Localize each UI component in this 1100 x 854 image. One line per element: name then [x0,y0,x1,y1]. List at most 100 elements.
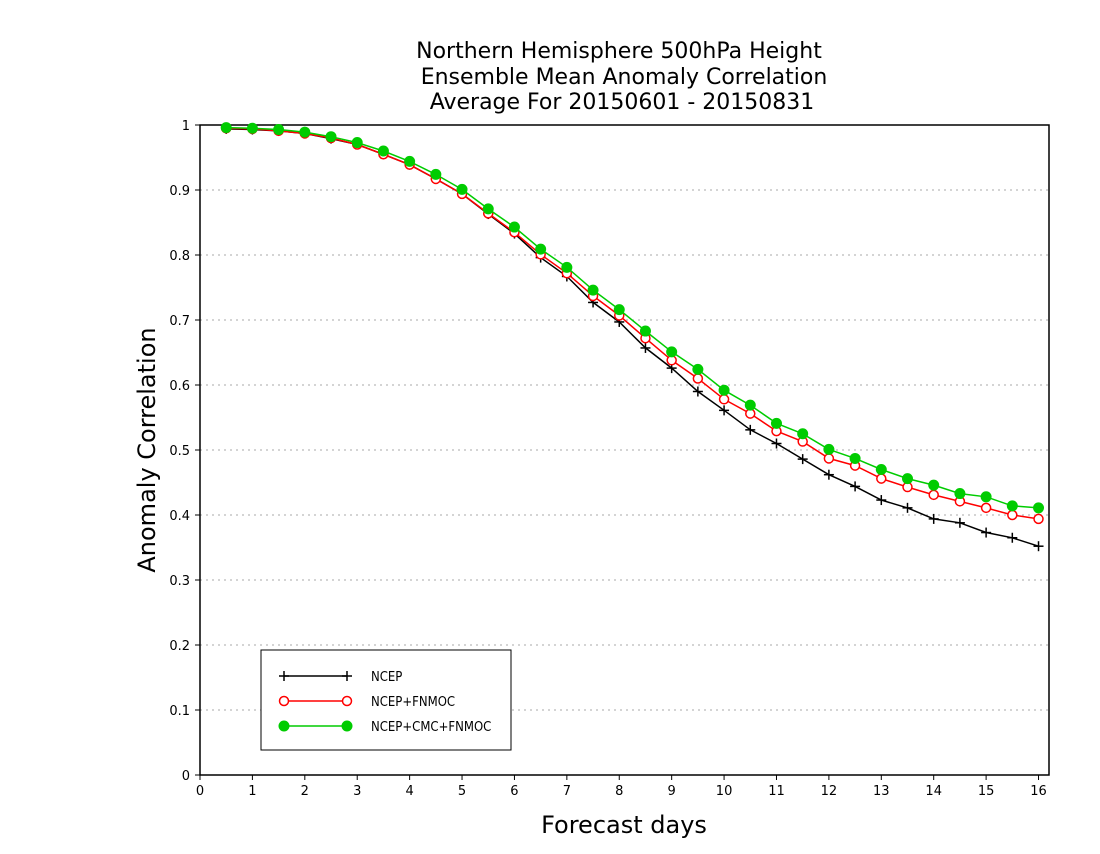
data-point-ncep-cmc-fnmoc [692,363,704,375]
data-point-ncep-fnmoc [928,489,939,501]
data-point-ncep-cmc-fnmoc [718,384,730,396]
data-point-ncep [1007,532,1018,543]
data-point-ncep-cmc-fnmoc [561,261,573,273]
data-point-ncep-cmc-fnmoc [980,491,992,503]
data-point-ncep [928,513,939,524]
data-point-ncep [902,502,913,513]
x-tick-label: 3 [353,784,361,799]
x-tick-label: 1 [248,784,256,799]
data-point-ncep-cmc-fnmoc [849,452,861,464]
legend-marker [279,671,289,681]
data-point-ncep-cmc-fnmoc [613,304,625,316]
legend-item-ncep: NCEP [279,670,402,685]
grid-layer [200,189,1049,711]
data-point-ncep-cmc-fnmoc [875,464,887,475]
series-ncep-cmc-fnmoc [220,122,1045,514]
legend-label: NCEP [371,670,402,685]
data-point-ncep-cmc-fnmoc [797,428,809,440]
series-ncep [221,123,1044,552]
legend-marker [278,720,290,732]
data-point-ncep-cmc-fnmoc [770,417,782,429]
legend-items: NCEP NCEP+FNMOC NCEP+CMC+FNMOC [278,670,491,735]
data-point-ncep-fnmoc [980,502,992,514]
data-point-ncep-cmc-fnmoc [246,122,258,134]
x-tick-label: 2 [301,784,309,799]
data-point-ncep [771,438,782,449]
x-tick-label: 0 [196,784,204,799]
y-tick-label: 0.4 [169,509,190,524]
x-tick-label: 15 [978,784,995,799]
legend: NCEP NCEP+FNMOC NCEP+CMC+FNMOC [260,649,512,751]
legend-label: NCEP+CMC+FNMOC [371,720,491,735]
x-tick-label: 7 [563,784,571,799]
y-tick-label: 0.5 [169,444,190,459]
y-axis-title: Anomaly Correlation [133,327,161,572]
data-point-ncep [850,481,861,492]
data-point-ncep-cmc-fnmoc [744,399,756,411]
x-axis-title: Forecast days [541,811,707,839]
data-point-ncep-cmc-fnmoc [902,473,913,485]
series-line-ncep-fnmoc [226,127,1039,520]
y-tick-label: 1 [182,119,190,134]
x-tick-label: 13 [873,784,890,799]
data-point-ncep-cmc-fnmoc [325,131,337,143]
x-tick-label: 9 [668,784,676,799]
x-tick-label: 4 [405,784,413,799]
data-point-ncep [954,517,965,528]
chart-title-line-1: Northern Hemisphere 500hPa Height [416,39,822,64]
data-point-ncep-cmc-fnmoc [430,168,442,180]
y-tick-label: 0.1 [169,704,190,719]
x-tick-label: 16 [1030,784,1047,799]
x-tick-label: 14 [925,784,942,799]
data-point-ncep-cmc-fnmoc [666,346,678,358]
y-tick-label: 0.2 [169,639,190,654]
data-point-ncep [1033,541,1044,552]
data-point-ncep [719,405,730,416]
y-tick-label: 0.8 [169,249,190,264]
series-line-ncep-cmc-fnmoc [226,126,1039,509]
data-point-ncep-fnmoc [692,373,704,384]
data-point-ncep-cmc-fnmoc [535,243,547,255]
data-point-ncep-cmc-fnmoc [482,203,494,215]
y-tick-label: 0 [182,769,190,784]
series-ncep-fnmoc [220,123,1044,525]
data-point-ncep-cmc-fnmoc [220,122,232,134]
legend-marker [342,671,352,681]
y-tick-label: 0.7 [169,314,190,329]
data-point-ncep-fnmoc [1033,513,1044,525]
data-point-ncep-cmc-fnmoc [377,145,389,157]
x-ticks-layer: 0 1 2 3 4 5 6 7 8 9 10 11 12 13 14 15 16 [196,775,1047,799]
y-tick-label: 0.3 [169,574,190,589]
legend-marker [341,695,353,707]
data-point-ncep-cmc-fnmoc [587,284,599,296]
y-tick-label: 0.6 [169,379,190,394]
legend-item-ncep-fnmoc: NCEP+FNMOC [278,695,455,710]
data-point-ncep-cmc-fnmoc [1006,500,1018,512]
x-tick-label: 5 [458,784,466,799]
data-point-ncep [640,342,651,353]
x-tick-label: 11 [768,784,785,799]
data-point-ncep-fnmoc [718,394,730,405]
data-point-ncep-cmc-fnmoc [351,137,363,149]
data-point-ncep-cmc-fnmoc [928,479,940,491]
data-point-ncep-cmc-fnmoc [273,124,285,136]
data-point-ncep-cmc-fnmoc [299,126,311,138]
data-point-ncep-cmc-fnmoc [954,488,966,500]
chart-title-line-2: Ensemble Mean Anomaly Correlation [421,65,828,90]
series-line-ncep [226,128,1039,547]
x-tick-label: 6 [510,784,518,799]
data-point-ncep [745,424,756,435]
data-point-ncep-fnmoc [876,473,887,484]
y-tick-label: 0.9 [169,184,190,199]
chart-title-line-3: Average For 20150601 - 20150831 [430,90,815,115]
data-point-ncep-fnmoc [1007,509,1018,521]
x-tick-label: 8 [615,784,623,799]
legend-label: NCEP+FNMOC [371,695,455,710]
data-point-ncep [823,469,834,480]
legend-box [260,649,512,751]
x-tick-label: 10 [716,784,733,799]
data-point-ncep-cmc-fnmoc [456,183,468,195]
data-point-ncep [876,495,887,506]
data-point-ncep-cmc-fnmoc [404,155,416,167]
legend-marker [278,695,290,707]
